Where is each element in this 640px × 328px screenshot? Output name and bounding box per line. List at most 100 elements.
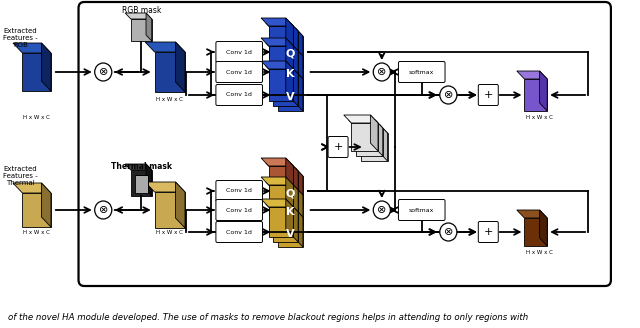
Polygon shape: [175, 42, 185, 92]
Text: V: V: [286, 92, 295, 102]
Polygon shape: [134, 175, 148, 193]
FancyBboxPatch shape: [478, 221, 499, 242]
Polygon shape: [271, 187, 303, 195]
Polygon shape: [22, 193, 51, 227]
Polygon shape: [273, 51, 298, 83]
Text: K: K: [286, 207, 295, 217]
Polygon shape: [273, 171, 298, 201]
FancyBboxPatch shape: [399, 199, 445, 220]
Polygon shape: [349, 120, 383, 128]
Polygon shape: [42, 43, 51, 91]
Polygon shape: [266, 23, 298, 31]
Text: softmax: softmax: [409, 208, 435, 213]
Text: RGB mask: RGB mask: [122, 6, 161, 15]
Polygon shape: [291, 66, 298, 106]
Polygon shape: [261, 158, 293, 166]
Text: H x W x C: H x W x C: [156, 230, 183, 235]
Text: ⊗: ⊗: [99, 205, 108, 215]
Polygon shape: [125, 13, 152, 19]
Polygon shape: [286, 18, 293, 58]
Polygon shape: [261, 61, 293, 69]
Polygon shape: [271, 28, 303, 36]
Text: H x W x C: H x W x C: [526, 250, 553, 255]
Polygon shape: [269, 69, 293, 101]
Text: Q: Q: [286, 188, 295, 198]
Text: Extracted
Features -
RGB: Extracted Features - RGB: [3, 28, 38, 48]
Text: V: V: [286, 229, 295, 239]
Text: Conv 1d: Conv 1d: [227, 208, 252, 213]
Text: softmax: softmax: [409, 70, 435, 74]
Polygon shape: [273, 212, 298, 242]
Polygon shape: [291, 43, 298, 83]
Polygon shape: [295, 187, 303, 225]
Polygon shape: [278, 36, 303, 68]
Circle shape: [440, 223, 457, 241]
Circle shape: [373, 201, 390, 219]
FancyBboxPatch shape: [216, 62, 262, 83]
Polygon shape: [266, 66, 298, 74]
Polygon shape: [261, 18, 293, 26]
Polygon shape: [273, 74, 298, 106]
Text: Conv 1d: Conv 1d: [227, 189, 252, 194]
FancyBboxPatch shape: [216, 221, 262, 242]
Polygon shape: [273, 31, 298, 63]
Polygon shape: [125, 164, 152, 170]
Polygon shape: [22, 53, 51, 91]
Polygon shape: [295, 48, 303, 88]
Polygon shape: [271, 209, 303, 217]
Polygon shape: [286, 38, 293, 78]
Text: ⊗: ⊗: [377, 205, 387, 215]
Polygon shape: [13, 183, 51, 193]
Polygon shape: [269, 46, 293, 78]
Polygon shape: [278, 195, 303, 225]
Polygon shape: [371, 115, 378, 151]
Polygon shape: [356, 128, 383, 156]
Polygon shape: [271, 168, 303, 176]
Polygon shape: [145, 182, 185, 192]
Text: Conv 1d: Conv 1d: [227, 230, 252, 235]
Polygon shape: [269, 185, 293, 215]
FancyBboxPatch shape: [216, 85, 262, 106]
Polygon shape: [266, 182, 298, 190]
Polygon shape: [278, 217, 303, 247]
Text: Conv 1d: Conv 1d: [227, 92, 252, 97]
Polygon shape: [269, 166, 293, 196]
Text: ⊗: ⊗: [444, 90, 453, 100]
FancyBboxPatch shape: [399, 62, 445, 83]
Text: ⊗: ⊗: [444, 227, 453, 237]
FancyBboxPatch shape: [216, 42, 262, 63]
Polygon shape: [295, 209, 303, 247]
Polygon shape: [361, 133, 387, 161]
Polygon shape: [344, 115, 378, 123]
Text: ⊗: ⊗: [99, 67, 108, 77]
Text: K: K: [286, 69, 295, 79]
Polygon shape: [131, 170, 152, 196]
Polygon shape: [291, 182, 298, 220]
Polygon shape: [517, 210, 547, 218]
Polygon shape: [295, 168, 303, 206]
Text: Q: Q: [286, 49, 295, 59]
Polygon shape: [145, 42, 185, 52]
Circle shape: [373, 63, 390, 81]
Text: H x W x C: H x W x C: [23, 230, 50, 235]
FancyBboxPatch shape: [216, 180, 262, 201]
Polygon shape: [269, 26, 293, 58]
Polygon shape: [42, 183, 51, 227]
Polygon shape: [155, 192, 185, 228]
Polygon shape: [291, 23, 298, 63]
FancyBboxPatch shape: [79, 2, 611, 286]
Polygon shape: [286, 177, 293, 215]
Polygon shape: [286, 199, 293, 237]
Polygon shape: [540, 71, 547, 111]
Polygon shape: [286, 61, 293, 101]
Polygon shape: [517, 71, 547, 79]
Text: Conv 1d: Conv 1d: [227, 50, 252, 54]
Circle shape: [95, 63, 112, 81]
Polygon shape: [540, 210, 547, 246]
Text: Extracted
Features -
Thermal: Extracted Features - Thermal: [3, 166, 38, 186]
Polygon shape: [291, 204, 298, 242]
Polygon shape: [278, 79, 303, 111]
Circle shape: [95, 201, 112, 219]
Polygon shape: [266, 163, 298, 171]
Polygon shape: [261, 199, 293, 207]
